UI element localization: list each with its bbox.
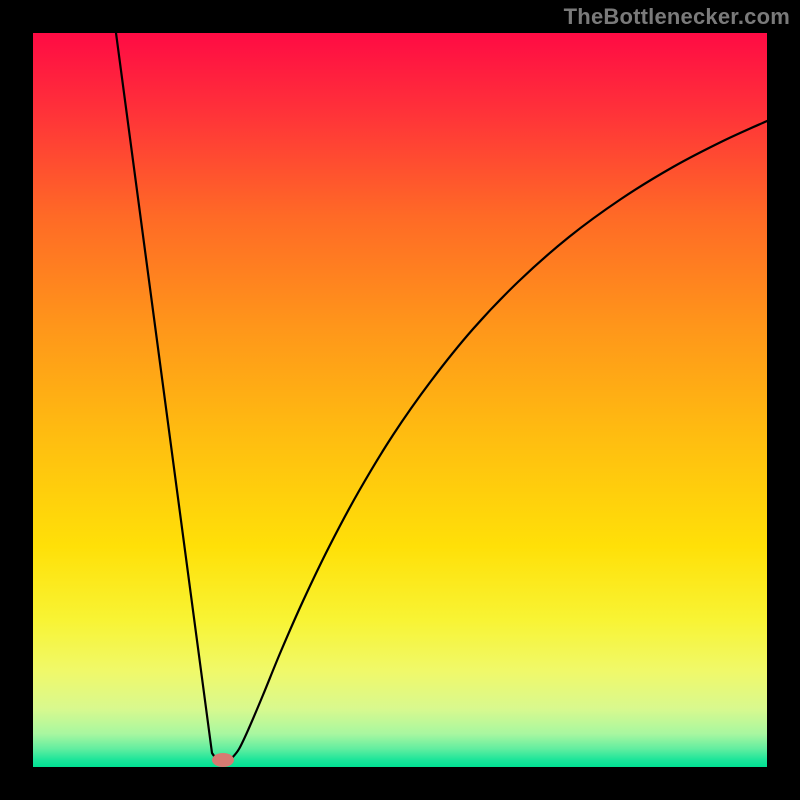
gradient-background [33,33,767,767]
watermark-text: TheBottlenecker.com [564,4,790,30]
chart-canvas: TheBottlenecker.com [0,0,800,800]
minimum-marker [212,753,234,767]
bottleneck-chart [33,33,767,767]
